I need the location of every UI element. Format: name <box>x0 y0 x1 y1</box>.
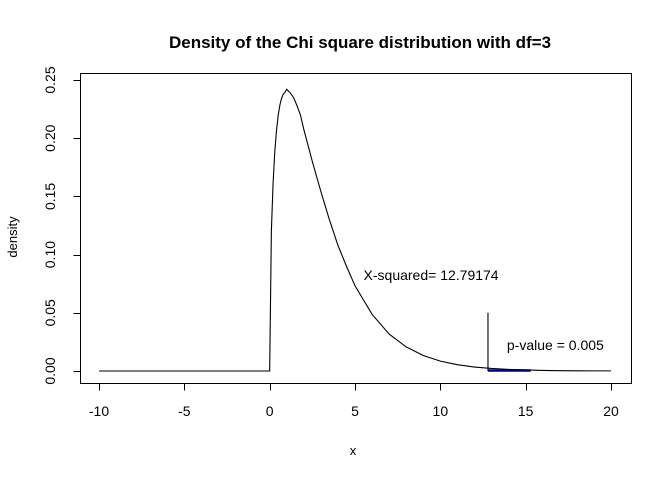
y-tick-label: 0.15 <box>42 183 58 210</box>
density-curve <box>99 88 611 372</box>
y-tick-label: 0.00 <box>42 357 58 384</box>
y-tick-label: 0.20 <box>42 124 58 151</box>
p-value-annotation: p-value = 0.005 <box>507 337 604 353</box>
x-tick-label: -5 <box>178 403 191 419</box>
x-tick-label: 10 <box>433 403 449 419</box>
chart-title: Density of the Chi square distribution w… <box>169 33 551 52</box>
y-tick-label: 0.25 <box>42 66 58 93</box>
x-tick-label: 0 <box>266 403 274 419</box>
y-axis: 0.00 0.05 0.10 0.15 0.20 0.25 <box>42 66 81 385</box>
y-tick-label: 0.05 <box>42 299 58 326</box>
y-axis-label: density <box>5 216 20 258</box>
y-tick-label: 0.10 <box>42 241 58 268</box>
x-tick-label: 5 <box>351 403 359 419</box>
p-value-tail-shading <box>487 369 531 372</box>
x-axis: -10 -5 0 5 10 15 20 <box>89 383 619 419</box>
x-tick-label: 20 <box>603 403 619 419</box>
plot-area: X-squared= 12.79174 p-value = 0.005 <box>99 88 611 372</box>
x-tick-label: 15 <box>518 403 534 419</box>
x-axis-label: x <box>350 443 357 458</box>
x-squared-annotation: X-squared= 12.79174 <box>364 267 499 283</box>
x-tick-label: -10 <box>89 403 109 419</box>
